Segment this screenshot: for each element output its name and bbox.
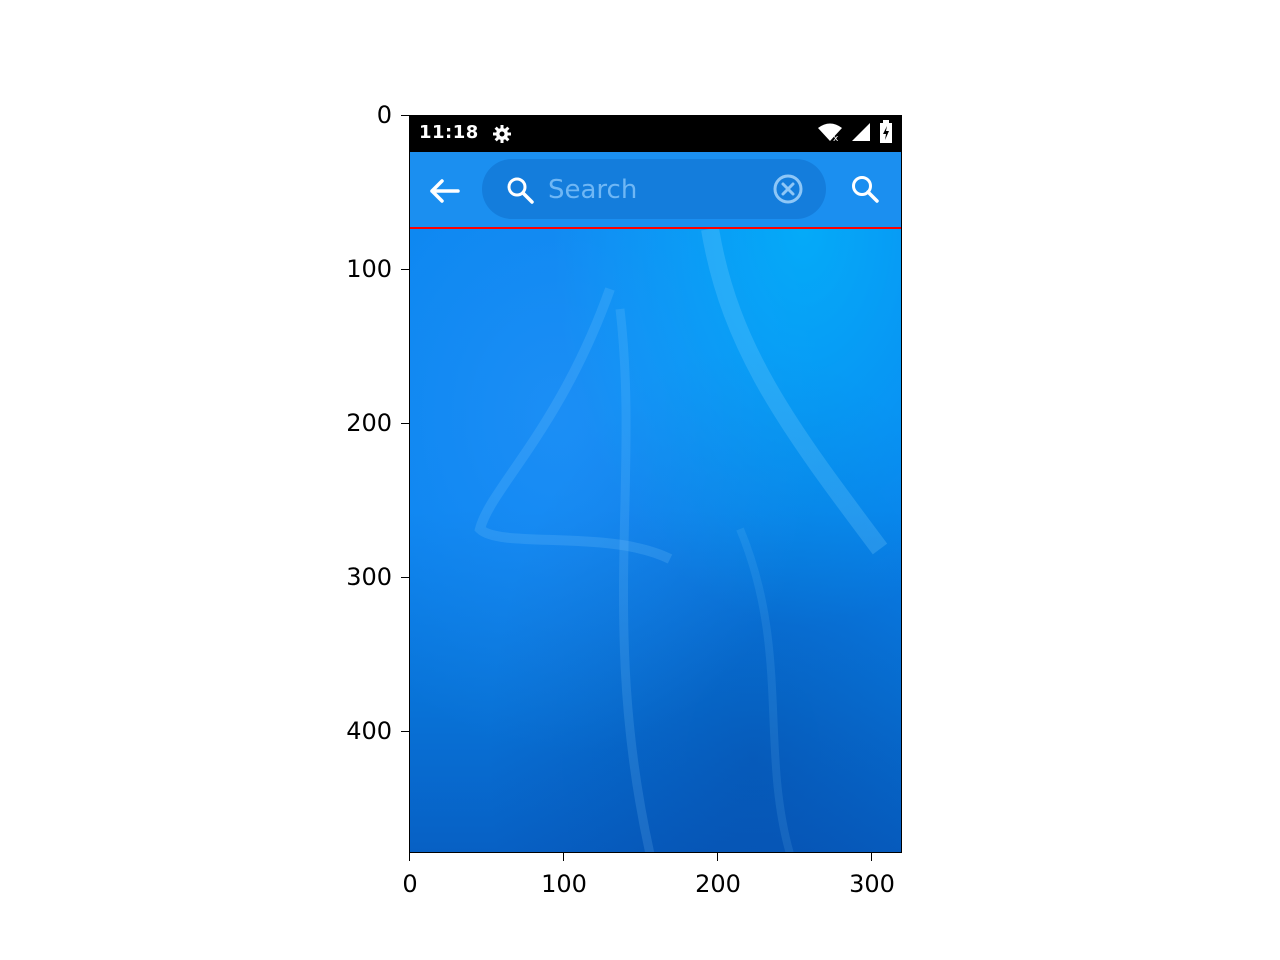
svg-text:x: x — [833, 134, 839, 142]
status-bar: 11:18 — [410, 116, 901, 152]
y-tick-label: 200 — [346, 409, 392, 437]
y-tick-label: 100 — [346, 255, 392, 283]
x-tick-label: 0 — [402, 870, 418, 898]
x-tick — [563, 853, 564, 861]
close-circle-icon — [773, 174, 803, 204]
clear-search-button[interactable] — [772, 173, 804, 205]
x-tick-label: 100 — [541, 870, 587, 898]
x-tick-label: 200 — [695, 870, 741, 898]
search-input[interactable] — [546, 171, 760, 209]
x-tick-label: 300 — [849, 870, 895, 898]
search-toolbar — [410, 152, 901, 228]
y-tick — [401, 577, 409, 578]
arrow-left-icon — [430, 179, 460, 203]
search-bar — [482, 159, 826, 219]
y-tick-label: 400 — [346, 717, 392, 745]
x-tick — [717, 853, 718, 861]
y-tick-label: 0 — [376, 101, 392, 129]
y-tick — [401, 731, 409, 732]
x-tick — [409, 853, 410, 861]
signal-icon — [851, 122, 871, 146]
wifi-icon: x — [817, 122, 843, 146]
status-icons: x — [817, 120, 893, 148]
wallpaper — [410, 229, 901, 852]
battery-icon — [879, 120, 893, 148]
screenshot-frame: 11:18 — [409, 115, 902, 853]
search-button[interactable] — [850, 174, 880, 204]
back-button[interactable] — [428, 176, 462, 206]
search-icon — [852, 176, 879, 203]
y-tick — [401, 115, 409, 116]
highlight-line — [410, 227, 901, 229]
x-tick — [871, 853, 872, 861]
status-time: 11:18 — [419, 122, 479, 143]
y-tick-label: 300 — [346, 563, 392, 591]
phone-screen: 11:18 — [410, 116, 901, 852]
search-icon — [506, 176, 534, 204]
y-tick — [401, 269, 409, 270]
gear-icon — [492, 124, 512, 144]
y-tick — [401, 423, 409, 424]
